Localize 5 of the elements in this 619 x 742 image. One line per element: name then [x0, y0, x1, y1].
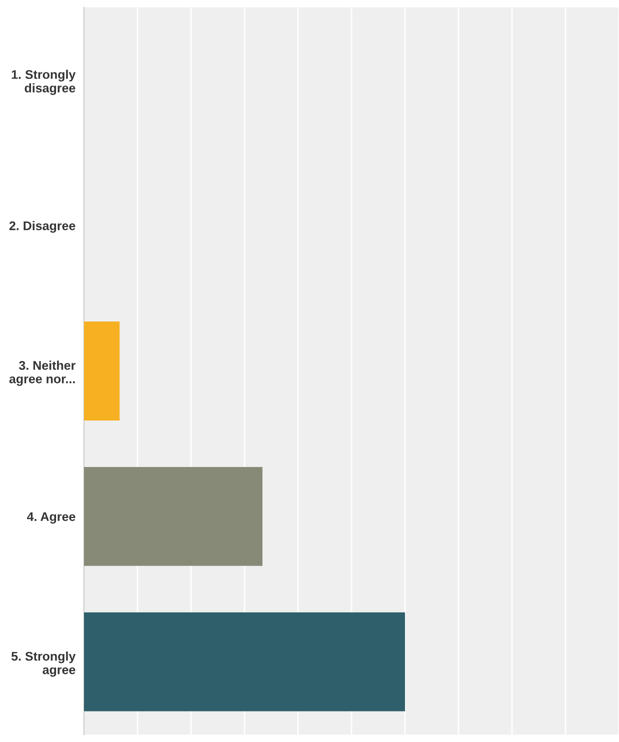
y-tick-label: 3. Neither agree nor... — [9, 360, 76, 386]
y-tick-label: 4. Agree — [27, 512, 76, 524]
y-tick-label: 5. Strongly agree — [11, 652, 76, 677]
y-tick-label: 2. Disagree — [9, 221, 76, 233]
y-tick-label: 1. Strongly disagree — [12, 70, 76, 95]
